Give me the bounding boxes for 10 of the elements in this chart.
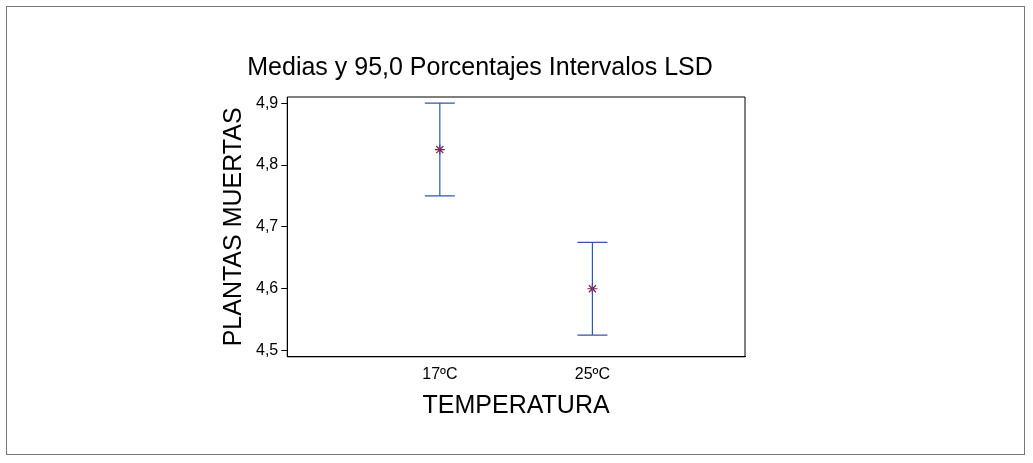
y-tick-label: 4,7 <box>255 217 279 235</box>
y-tick-label: 4,6 <box>255 279 279 297</box>
x-axis-title: TEMPERATURA <box>422 389 610 418</box>
chart-title: Medias y 95,0 Porcentajes Intervalos LSD <box>247 51 713 80</box>
y-tick-label: 4,5 <box>255 341 279 359</box>
y-tick-label: 4,8 <box>255 155 279 173</box>
y-tick-label: 4,9 <box>255 93 279 111</box>
x-tick-label: 25ºC <box>574 364 611 382</box>
y-axis-title: PLANTAS MUERTAS <box>217 107 246 347</box>
x-tick-label: 17ºC <box>422 364 458 382</box>
